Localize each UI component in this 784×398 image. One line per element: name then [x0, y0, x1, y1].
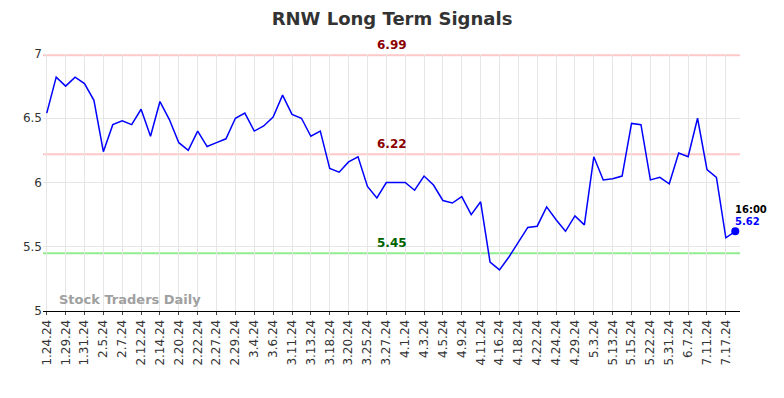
svg-text:7.11.24: 7.11.24	[700, 320, 714, 366]
svg-text:5: 5	[34, 304, 42, 318]
svg-text:5.13.24: 5.13.24	[606, 320, 620, 366]
svg-text:3.13.24: 3.13.24	[304, 320, 318, 366]
svg-text:6.7.24: 6.7.24	[681, 320, 695, 358]
svg-text:3.25.24: 3.25.24	[360, 320, 374, 366]
svg-text:2.22.24: 2.22.24	[191, 320, 205, 366]
svg-text:3.20.24: 3.20.24	[341, 320, 355, 366]
svg-text:1.24.24: 1.24.24	[40, 320, 54, 366]
svg-text:4.1.24: 4.1.24	[398, 320, 412, 358]
svg-text:4.24.24: 4.24.24	[549, 320, 563, 366]
svg-text:2.7.24: 2.7.24	[115, 320, 129, 358]
svg-text:4.11.24: 4.11.24	[474, 320, 488, 366]
svg-text:4.5.24: 4.5.24	[436, 320, 450, 358]
svg-text:2.27.24: 2.27.24	[209, 320, 223, 366]
svg-text:3.4.24: 3.4.24	[247, 320, 261, 358]
svg-text:2.29.24: 2.29.24	[228, 320, 242, 366]
svg-text:3.27.24: 3.27.24	[379, 320, 393, 366]
svg-text:4.29.24: 4.29.24	[568, 320, 582, 366]
svg-text:2.20.24: 2.20.24	[172, 320, 186, 366]
svg-text:7: 7	[34, 47, 42, 61]
svg-text:1.29.24: 1.29.24	[59, 320, 73, 366]
svg-text:2.12.24: 2.12.24	[134, 320, 148, 366]
svg-text:3.6.24: 3.6.24	[266, 320, 280, 358]
svg-text:16:00: 16:00	[735, 204, 767, 215]
svg-text:6.5: 6.5	[23, 111, 42, 125]
svg-text:2.5.24: 2.5.24	[96, 320, 110, 358]
svg-text:4.9.24: 4.9.24	[455, 320, 469, 358]
svg-text:6: 6	[34, 176, 42, 190]
svg-text:6.22: 6.22	[377, 137, 407, 151]
svg-text:RNW Long Term Signals: RNW Long Term Signals	[272, 8, 513, 29]
svg-text:5.3.24: 5.3.24	[587, 320, 601, 358]
svg-text:3.11.24: 3.11.24	[285, 320, 299, 366]
svg-text:Stock Traders Daily: Stock Traders Daily	[59, 292, 201, 307]
svg-text:3.18.24: 3.18.24	[323, 320, 337, 366]
svg-text:6.99: 6.99	[377, 38, 407, 52]
svg-text:7.17.24: 7.17.24	[719, 320, 733, 366]
svg-text:5.22.24: 5.22.24	[643, 320, 657, 366]
svg-text:1.31.24: 1.31.24	[77, 320, 91, 366]
svg-text:4.16.24: 4.16.24	[492, 320, 506, 366]
svg-text:4.18.24: 4.18.24	[511, 320, 525, 366]
svg-text:5.31.24: 5.31.24	[662, 320, 676, 366]
svg-text:5.45: 5.45	[377, 236, 407, 250]
svg-text:5.15.24: 5.15.24	[624, 320, 638, 366]
svg-text:2.14.24: 2.14.24	[153, 320, 167, 366]
svg-text:4.3.24: 4.3.24	[417, 320, 431, 358]
svg-text:5.62: 5.62	[735, 216, 760, 227]
svg-text:4.22.24: 4.22.24	[530, 320, 544, 366]
svg-text:5.5: 5.5	[23, 240, 42, 254]
